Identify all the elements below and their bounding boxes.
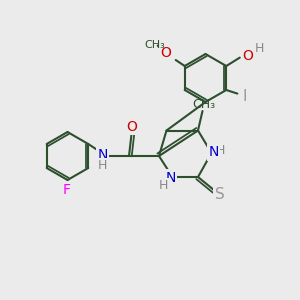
Text: N: N	[165, 171, 176, 184]
Text: O: O	[127, 120, 137, 134]
Text: CH₃: CH₃	[192, 98, 216, 111]
Text: N: N	[208, 146, 219, 159]
Text: H: H	[98, 159, 108, 172]
Text: CH₃: CH₃	[144, 40, 165, 50]
Text: H: H	[255, 42, 264, 55]
Text: N: N	[98, 148, 108, 162]
Text: F: F	[63, 184, 71, 197]
Text: O: O	[243, 49, 254, 63]
Text: O: O	[160, 46, 171, 60]
Text: H: H	[216, 143, 225, 157]
Text: S: S	[215, 187, 225, 202]
Text: H: H	[159, 179, 168, 192]
Text: I: I	[243, 89, 247, 104]
